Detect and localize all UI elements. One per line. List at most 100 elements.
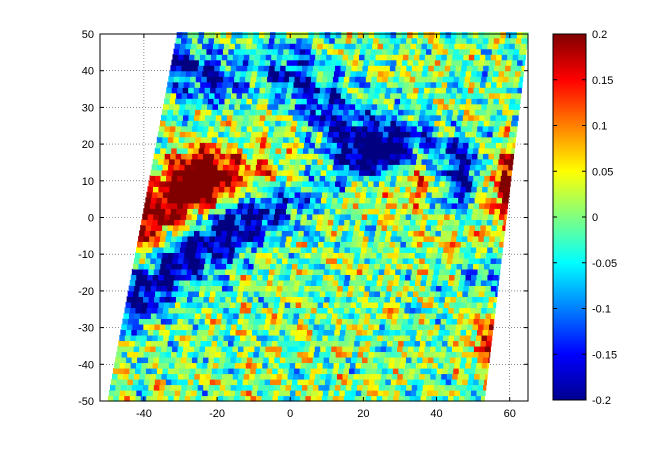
heatmap-cell [399,362,406,369]
heatmap-cell [475,136,482,143]
heatmap-cell [387,191,394,198]
heatmap-cell [322,131,329,138]
heatmap-cell [495,114,502,121]
heatmap-cell [290,98,297,105]
heatmap-cell [164,153,171,160]
heatmap-cell [405,389,412,397]
heatmap-cell [356,241,363,248]
heatmap-cell [263,92,271,99]
heatmap-cell [195,307,202,314]
heatmap-cell [174,43,181,50]
heatmap-cell [402,202,409,209]
heatmap-cell [336,87,343,94]
heatmap-cell [410,43,417,50]
heatmap-cell [266,312,273,320]
heatmap-cell [476,98,483,105]
heatmap-cell [422,180,429,187]
heatmap-cell [168,362,176,369]
heatmap-cell [297,147,304,154]
heatmap-cell [241,125,248,132]
heatmap-cell [185,103,192,110]
heatmap-cell [504,98,511,105]
heatmap-cell [252,356,259,364]
heatmap-cell [226,318,233,325]
heatmap-cell [431,136,438,143]
heatmap-cell [395,235,403,242]
heatmap-cell [442,252,449,259]
heatmap-cell [330,59,337,66]
heatmap-cell [407,378,414,386]
heatmap-cell [181,92,188,99]
heatmap-cell [445,175,452,182]
heatmap-cell [362,208,369,215]
heatmap-cell [221,169,229,176]
heatmap-cell [387,340,394,347]
heatmap-cell [406,92,413,99]
heatmap-cell [426,362,433,369]
heatmap-cell [387,48,394,55]
heatmap-cell [425,312,432,320]
heatmap-cell [256,103,263,110]
heatmap-cell [233,252,240,259]
heatmap-cell [359,367,367,375]
heatmap-cell [453,279,460,286]
heatmap-cell [418,32,425,39]
heatmap-cell [376,279,383,286]
heatmap-cell [361,362,368,369]
heatmap-cell [356,153,363,160]
heatmap-cell [188,373,195,380]
heatmap-cell [312,301,319,309]
heatmap-cell [203,296,210,303]
heatmap-cell [414,136,421,143]
heatmap-cell [345,98,352,105]
heatmap-cell [135,395,142,402]
heatmap-cell [305,164,312,171]
heatmap-cell [490,257,497,264]
heatmap-cell [226,32,233,39]
heatmap-cell [416,186,423,193]
heatmap-cell [354,252,361,259]
heatmap-cell [306,329,313,336]
heatmap-cell [402,290,409,298]
heatmap-cell [227,285,234,292]
heatmap-cell [145,252,153,259]
heatmap-cell [266,279,273,286]
heatmap-cell [448,219,455,226]
heatmap-cell [292,87,299,94]
heatmap-cell [508,191,510,198]
heatmap-cell [273,274,280,281]
heatmap-cell [408,142,415,149]
heatmap-cell [241,65,248,72]
heatmap-cell [391,87,398,94]
heatmap-cell [199,230,206,237]
heatmap-cell [285,296,292,303]
heatmap-cell [317,329,324,336]
heatmap-cell [383,329,390,336]
heatmap-cell [280,384,287,391]
heatmap-cell [264,87,272,94]
heatmap-cell [381,197,388,204]
heatmap-cell [346,296,353,303]
heatmap-cell [281,114,288,121]
heatmap-cell [470,307,477,314]
heatmap-cell [429,378,436,386]
heatmap-cell [295,213,302,220]
heatmap-cell [346,92,353,99]
heatmap-cell [293,373,300,380]
heatmap-cell [277,367,284,375]
heatmap-cell [410,389,417,397]
heatmap-cell [303,230,310,237]
heatmap-cell [220,120,227,127]
heatmap-cell [144,257,151,264]
heatmap-cell [342,169,349,176]
heatmap-cell [344,362,351,369]
heatmap-cell [351,92,358,99]
heatmap-cell [283,279,290,286]
heatmap-cell [409,252,416,259]
heatmap-cell [264,120,271,127]
heatmap-cell [486,76,493,83]
heatmap-cell [452,197,459,204]
heatmap-cell [232,230,239,237]
heatmap-cell [170,356,177,364]
heatmap-cell [440,59,447,66]
